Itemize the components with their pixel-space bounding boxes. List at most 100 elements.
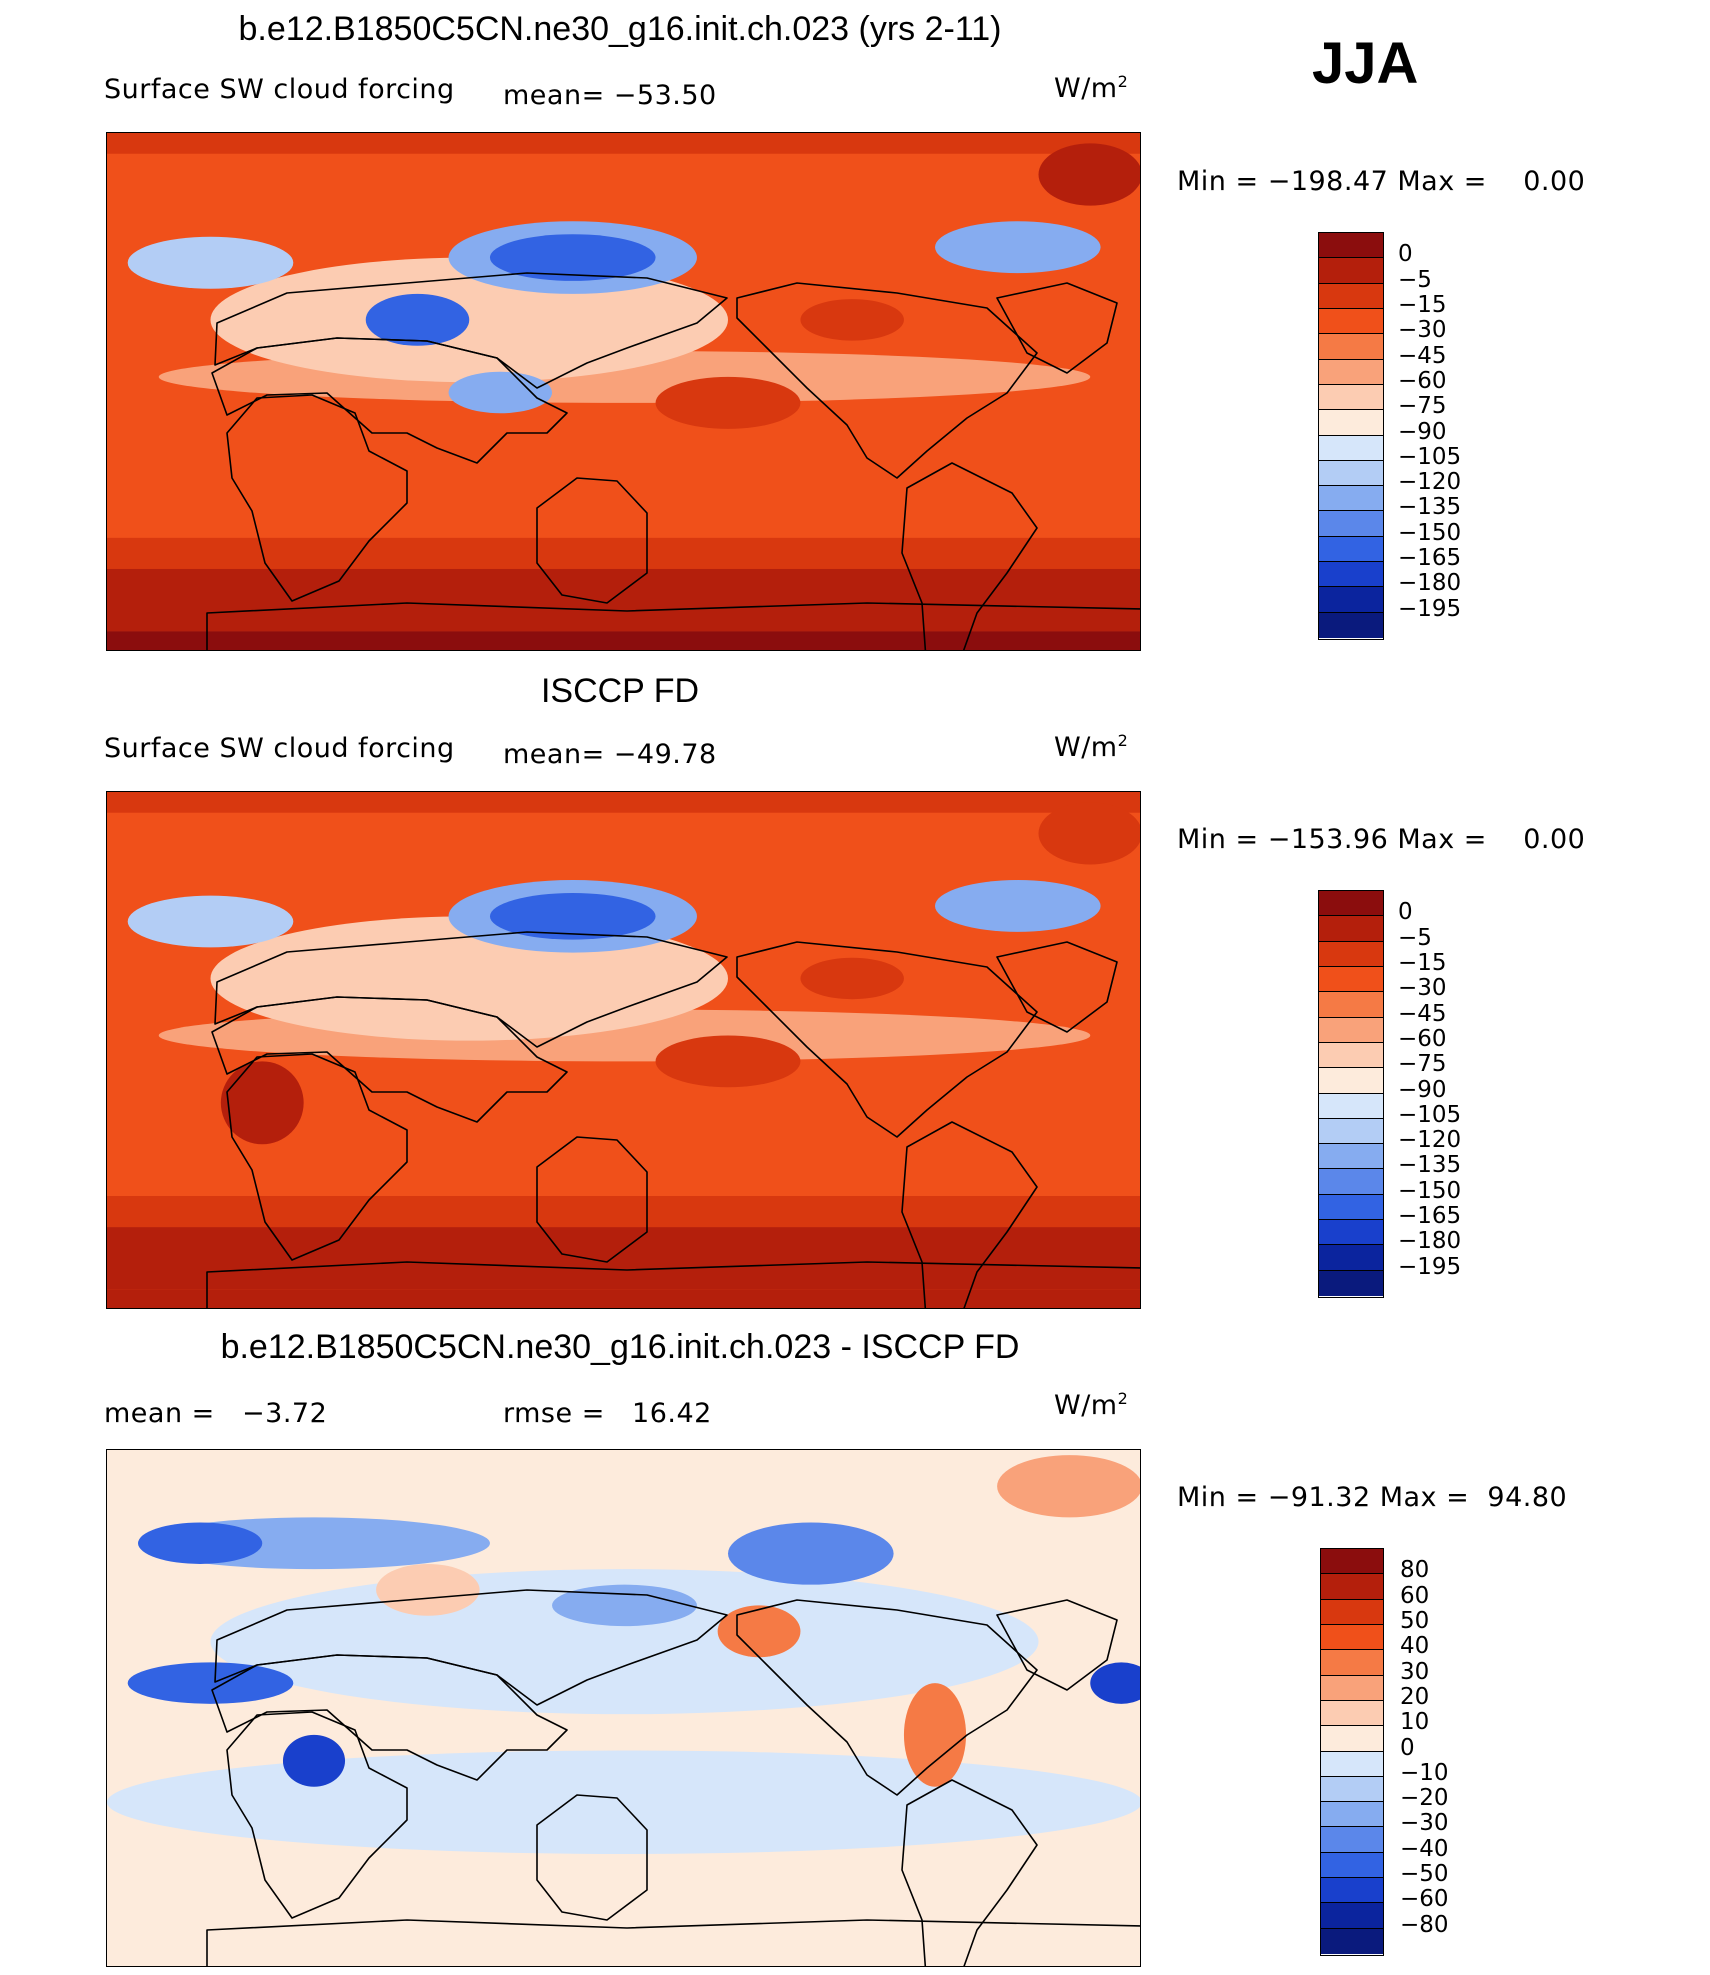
- colorbar-swatch: [1321, 1827, 1383, 1853]
- colorbar-tick-label: −135: [1398, 494, 1462, 521]
- colorbar-tick-label: −135: [1398, 1152, 1462, 1179]
- colorbar-tick-label: −150: [1398, 519, 1462, 546]
- colorbar-tick-label: −120: [1398, 469, 1462, 496]
- colorbar-tick-label: −90: [1398, 1076, 1447, 1103]
- colorbar-swatch: [1321, 1599, 1383, 1625]
- colorbar-swatch: [1319, 1220, 1383, 1246]
- panel-title: b.e12.B1850C5CN.ne30_g16.init.ch.023 - I…: [220, 1328, 1020, 1366]
- colorbar-tick-label: −45: [1398, 342, 1447, 369]
- colorbar-swatch: [1321, 1802, 1383, 1828]
- map-difference: [106, 1449, 1141, 1967]
- colorbar-tick-label: −30: [1398, 975, 1447, 1002]
- colorbar-tick-label: −20: [1400, 1785, 1449, 1812]
- colorbar-tick-label: −80: [1400, 1911, 1449, 1938]
- colorbar-tick-label: 20: [1400, 1683, 1430, 1710]
- colorbar-swatch: [1319, 460, 1383, 487]
- colorbar-swatch: [1319, 612, 1383, 638]
- colorbar-swatch: [1321, 1624, 1383, 1651]
- colorbar-swatch: [1319, 1093, 1383, 1119]
- colorbar-swatch: [1321, 1726, 1383, 1752]
- colorbar-swatch: [1319, 1068, 1383, 1094]
- colorbar-swatch: [1319, 1245, 1383, 1271]
- colorbar-tick-label: −120: [1398, 1127, 1462, 1154]
- colorbar-swatch: [1321, 1549, 1383, 1575]
- colorbar-tick-label: −195: [1398, 1253, 1462, 1280]
- colorbar-swatch: [1321, 1903, 1383, 1929]
- map-observation: [106, 791, 1141, 1309]
- colorbar-swatch: [1321, 1928, 1383, 1954]
- colorbar-swatch: [1321, 1852, 1383, 1879]
- colorbar-swatch: [1319, 258, 1383, 284]
- colorbar-tick-label: 10: [1400, 1709, 1430, 1736]
- panel-title: ISCCP FD: [540, 672, 700, 710]
- colorbar-tick-label: 30: [1400, 1658, 1430, 1685]
- colorbar-swatch: [1319, 1194, 1383, 1221]
- colorbar-tick-label: −40: [1400, 1835, 1449, 1862]
- colorbar-tick-label: −195: [1398, 595, 1462, 622]
- colorbar-swatch: [1319, 891, 1383, 917]
- colorbar-tick-label: 0: [1398, 899, 1413, 926]
- units-label: W/m2: [1054, 731, 1129, 763]
- colorbar-tick-label: 60: [1400, 1582, 1430, 1609]
- colorbar-tick-label: −5: [1398, 266, 1432, 293]
- colorbar-tick-label: −105: [1398, 1101, 1462, 1128]
- colorbar-swatch: [1319, 941, 1383, 967]
- colorbar-swatch: [1319, 562, 1383, 588]
- colorbar: [1320, 1548, 1384, 1956]
- map-field: [107, 792, 1140, 1308]
- map-field: [107, 1450, 1140, 1966]
- colorbar-swatch: [1321, 1776, 1383, 1803]
- min-max-label: Min = −198.47 Max = 0.00: [1177, 166, 1586, 197]
- colorbar-swatch: [1319, 1270, 1383, 1296]
- units-label: W/m2: [1054, 1389, 1129, 1421]
- colorbar-swatch: [1319, 410, 1383, 436]
- colorbar-tick-label: −50: [1400, 1861, 1449, 1888]
- colorbar-tick-label: −165: [1398, 545, 1462, 572]
- mean-label: mean= −49.78: [503, 739, 717, 770]
- colorbar-tick-label: −10: [1400, 1759, 1449, 1786]
- colorbar-swatch: [1319, 334, 1383, 360]
- mean-label: mean = −3.72: [104, 1398, 328, 1429]
- colorbar-tick-label: 0: [1398, 241, 1413, 268]
- colorbar-tick-label: −45: [1398, 1000, 1447, 1027]
- season-label: JJA: [1312, 31, 1419, 96]
- colorbar-tick-label: −60: [1398, 1025, 1447, 1052]
- colorbar-swatch: [1319, 1017, 1383, 1043]
- colorbar-tick-label: −15: [1398, 949, 1447, 976]
- colorbar-tick-label: −180: [1398, 570, 1462, 597]
- map-model: [106, 132, 1141, 651]
- variable-label: Surface SW cloud forcing: [104, 74, 455, 105]
- colorbar-tick-label: −15: [1398, 291, 1447, 318]
- colorbar-swatch: [1319, 1042, 1383, 1069]
- colorbar-swatch: [1319, 435, 1383, 461]
- colorbar-swatch: [1319, 283, 1383, 309]
- colorbar-tick-label: −180: [1398, 1228, 1462, 1255]
- colorbar-tick-label: 50: [1400, 1607, 1430, 1634]
- mean-label: mean= −53.50: [503, 80, 717, 111]
- colorbar-swatch: [1319, 1169, 1383, 1195]
- colorbar-tick-label: 40: [1400, 1633, 1430, 1660]
- colorbar-swatch: [1319, 511, 1383, 537]
- colorbar-swatch: [1321, 1574, 1383, 1600]
- colorbar-swatch: [1319, 486, 1383, 512]
- colorbar-tick-label: −60: [1400, 1886, 1449, 1913]
- colorbar-swatch: [1319, 233, 1383, 259]
- colorbar-tick-label: −165: [1398, 1203, 1462, 1230]
- colorbar-swatch: [1321, 1650, 1383, 1676]
- colorbar-tick-label: −105: [1398, 443, 1462, 470]
- colorbar-swatch: [1321, 1878, 1383, 1904]
- colorbar-tick-label: −60: [1398, 367, 1447, 394]
- colorbar-tick-label: −150: [1398, 1177, 1462, 1204]
- panel-title: b.e12.B1850C5CN.ne30_g16.init.ch.023 (yr…: [238, 10, 1002, 48]
- colorbar-swatch: [1321, 1675, 1383, 1701]
- variable-label: Surface SW cloud forcing: [104, 733, 455, 764]
- units-label: W/m2: [1054, 72, 1129, 104]
- colorbar-swatch: [1321, 1700, 1383, 1727]
- colorbar-tick-label: −30: [1400, 1810, 1449, 1837]
- colorbar-swatch: [1319, 384, 1383, 411]
- colorbar-tick-label: 80: [1400, 1557, 1430, 1584]
- colorbar: [1318, 232, 1384, 640]
- colorbar-tick-label: 0: [1400, 1734, 1415, 1761]
- rmse-label: rmse = 16.42: [503, 1398, 712, 1429]
- colorbar-tick-label: −5: [1398, 924, 1432, 951]
